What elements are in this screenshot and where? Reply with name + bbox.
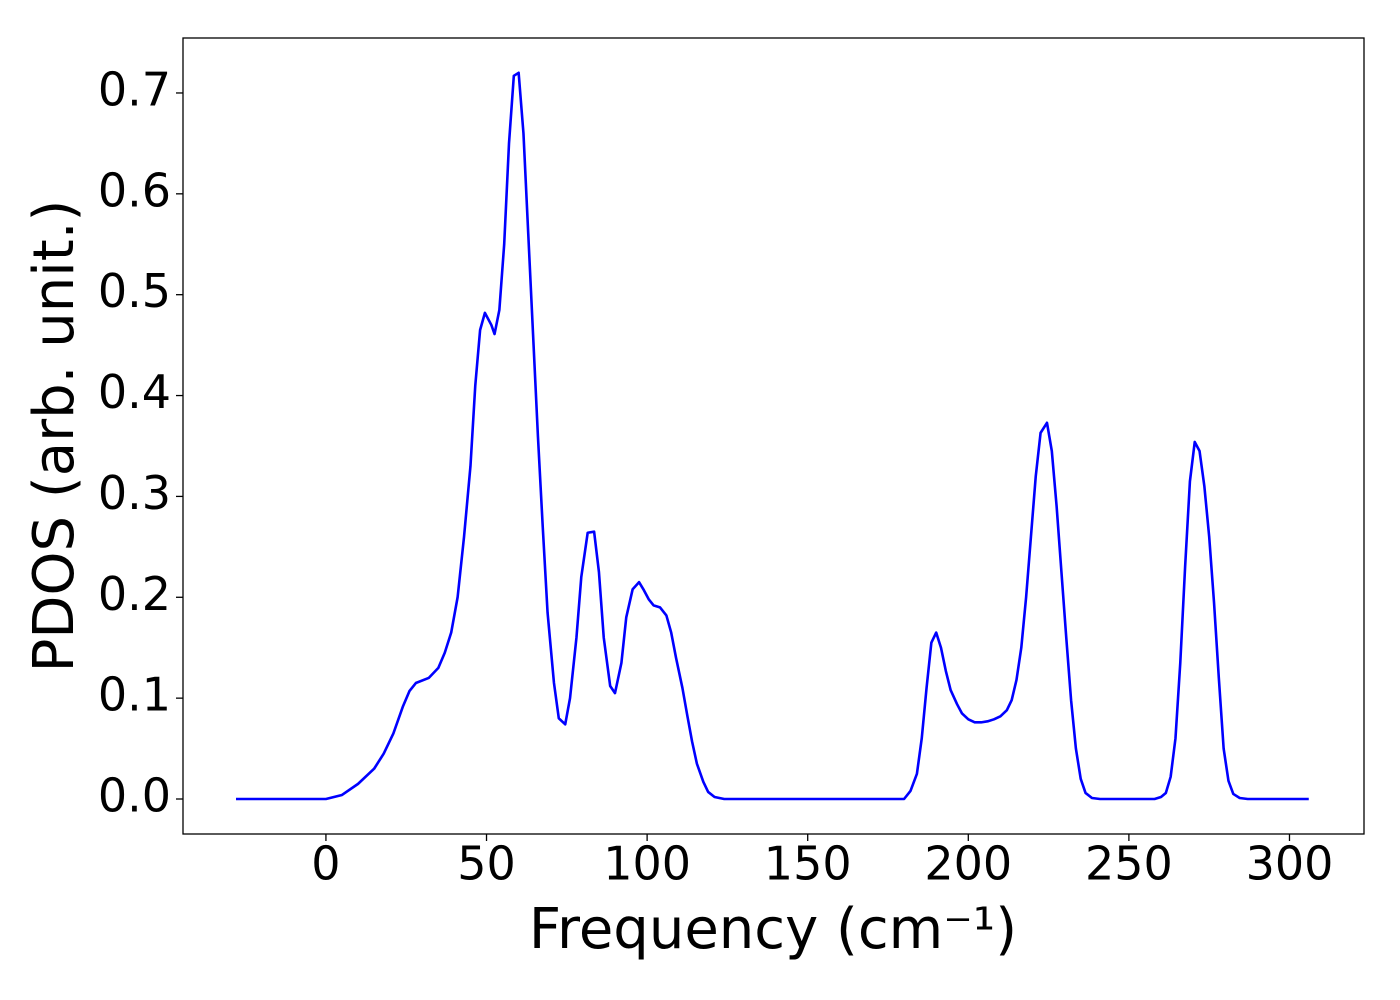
x-tick-label: 300	[1246, 837, 1334, 891]
data-line	[236, 71, 1309, 801]
x-tick-label: 150	[764, 837, 852, 891]
x-tick-label: 100	[603, 837, 691, 891]
x-tick-label: 250	[1085, 837, 1173, 891]
plot-frame	[182, 37, 1365, 835]
y-tick-label: 0.7	[98, 62, 171, 116]
y-tick-label: 0.1	[98, 668, 171, 722]
y-tick-label: 0.4	[98, 365, 171, 419]
x-tick-label: 200	[924, 837, 1012, 891]
x-axis-label: Frequency (cm⁻¹)	[529, 897, 1017, 962]
y-axis-label: PDOS (arb. unit.)	[22, 200, 87, 673]
y-tick-label: 0.0	[98, 769, 171, 823]
y-tick-label: 0.6	[98, 163, 171, 217]
y-tick-label: 0.5	[98, 264, 171, 318]
y-tick-label: 0.2	[98, 567, 171, 621]
x-tick-label: 50	[457, 837, 516, 891]
y-tick-label: 0.3	[98, 466, 171, 520]
x-tick-label: 0	[311, 837, 340, 891]
